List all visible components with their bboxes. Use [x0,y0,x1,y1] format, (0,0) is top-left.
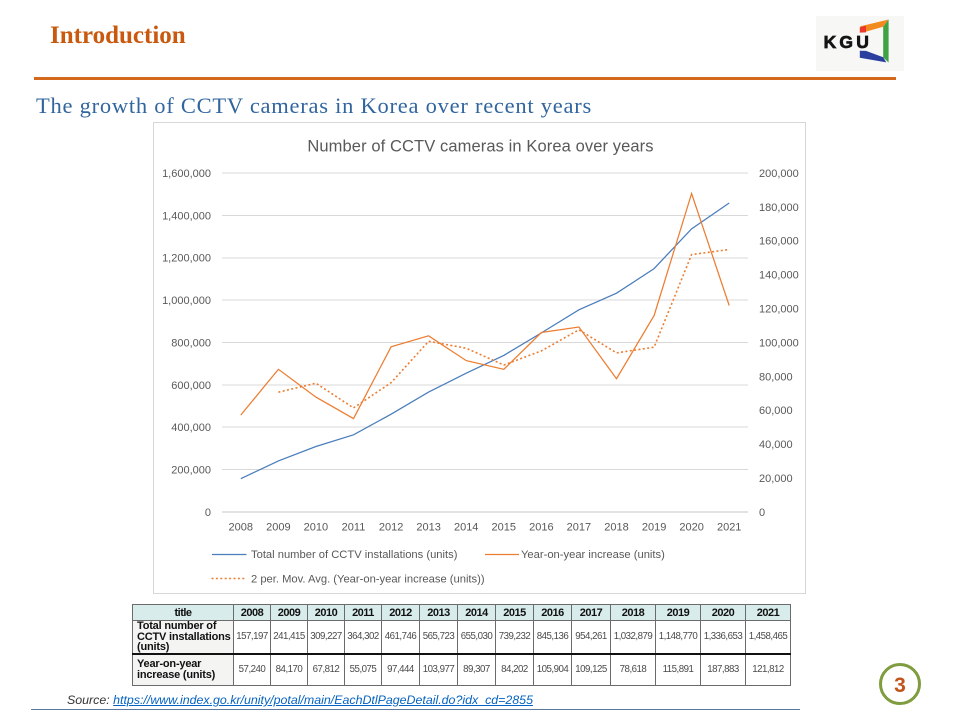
svg-text:200,000: 200,000 [759,168,799,180]
svg-text:20,000: 20,000 [759,473,793,485]
svg-text:60,000: 60,000 [759,405,793,417]
svg-text:2020: 2020 [679,522,703,534]
svg-text:2021: 2021 [717,522,741,534]
svg-text:Total number of CCTV installat: Total number of CCTV installations (unit… [251,549,458,561]
svg-text:2009: 2009 [266,522,290,534]
svg-text:2014: 2014 [454,522,478,534]
svg-text:2 per. Mov. Avg. (Year-on-year: 2 per. Mov. Avg. (Year-on-year increase … [251,574,485,586]
svg-text:80,000: 80,000 [759,371,793,383]
svg-text:200,000: 200,000 [171,465,211,477]
svg-text:400,000: 400,000 [171,422,211,434]
svg-text:2016: 2016 [529,522,553,534]
svg-text:Year-on-year increase (units): Year-on-year increase (units) [521,549,665,561]
svg-text:2015: 2015 [492,522,516,534]
svg-text:2017: 2017 [567,522,591,534]
svg-text:1,600,000: 1,600,000 [162,168,211,180]
svg-text:2012: 2012 [379,522,403,534]
svg-text:1,400,000: 1,400,000 [162,210,211,222]
svg-text:40,000: 40,000 [759,439,793,451]
svg-text:2008: 2008 [229,522,253,534]
svg-text:Number of CCTV cameras in Kore: Number of CCTV cameras in Korea over yea… [307,137,653,155]
svg-text:0: 0 [205,507,211,519]
svg-text:140,000: 140,000 [759,270,799,282]
svg-text:1,000,000: 1,000,000 [162,295,211,307]
svg-text:2013: 2013 [416,522,440,534]
svg-text:KGU: KGU [824,32,873,52]
svg-text:120,000: 120,000 [759,304,799,316]
svg-text:2011: 2011 [342,522,366,534]
svg-text:2018: 2018 [604,522,628,534]
svg-text:0: 0 [759,507,765,519]
svg-text:160,000: 160,000 [759,236,799,248]
svg-text:600,000: 600,000 [171,380,211,392]
svg-text:2019: 2019 [642,522,666,534]
svg-text:100,000: 100,000 [759,337,799,349]
svg-text:1,200,000: 1,200,000 [162,253,211,265]
svg-text:180,000: 180,000 [759,202,799,214]
svg-text:800,000: 800,000 [171,337,211,349]
svg-text:2010: 2010 [304,522,328,534]
